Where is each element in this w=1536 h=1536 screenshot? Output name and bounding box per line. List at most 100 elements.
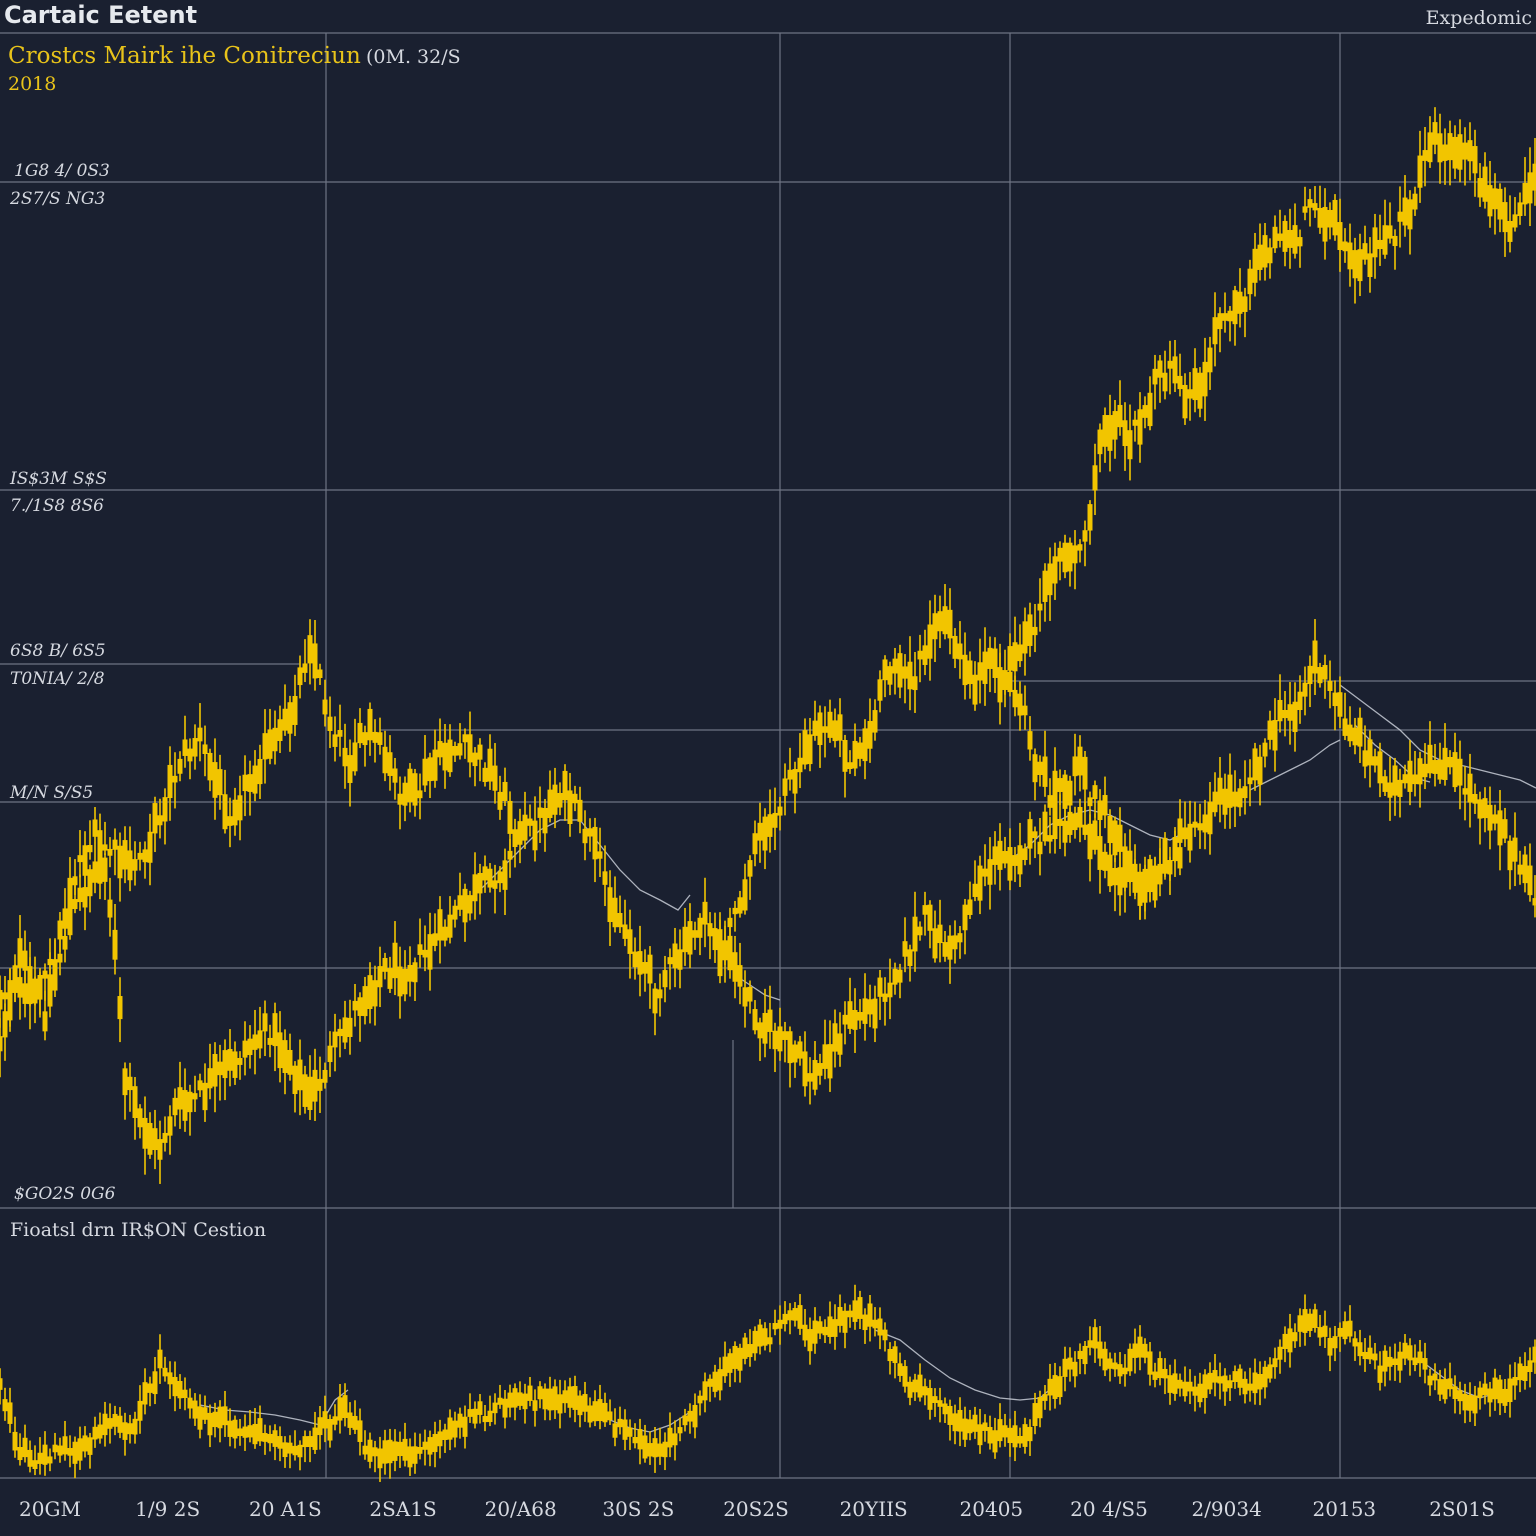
candle-body [1472, 793, 1478, 804]
candle-body [1322, 665, 1328, 680]
candle-body [467, 895, 473, 914]
candle-body [2, 1011, 8, 1038]
candle-body [1387, 1356, 1393, 1367]
candle-body [332, 1031, 338, 1048]
candle-body [1222, 313, 1228, 321]
candle-body [1137, 1336, 1143, 1358]
candle-body [327, 1419, 333, 1441]
candle-body [657, 989, 663, 999]
candle-body [77, 855, 83, 863]
candle-body [1167, 1375, 1173, 1393]
candle-body [1082, 824, 1088, 835]
candle-body [242, 1040, 248, 1058]
candle-body [102, 1413, 108, 1436]
candle-body [702, 1381, 708, 1401]
candle-body [1347, 724, 1353, 742]
candle-body [1532, 1346, 1536, 1363]
candle-body [797, 757, 803, 773]
candle-body [947, 935, 953, 960]
candle-body [957, 643, 963, 660]
candle-body [1467, 773, 1473, 803]
candle-body [102, 857, 108, 882]
candle-body [657, 1443, 663, 1457]
candle-body [82, 1435, 88, 1452]
candle-body [1137, 871, 1143, 904]
candle-body [1122, 1367, 1128, 1375]
candle-body [52, 963, 58, 976]
candle-body [997, 673, 1003, 703]
candle-body [1297, 1315, 1303, 1332]
candle-body [1107, 415, 1113, 451]
candle-body [1202, 1374, 1208, 1398]
candle-body [1307, 665, 1313, 685]
candle-body [952, 935, 958, 950]
candle-body [92, 819, 98, 837]
candle-body [432, 1433, 438, 1453]
candle-body [1202, 814, 1208, 833]
candle-body [272, 1013, 278, 1047]
candle-body [497, 791, 503, 810]
candle-body [822, 1044, 828, 1069]
candle-body [487, 748, 493, 782]
candle-body [1467, 140, 1473, 162]
candle-body [422, 1441, 428, 1450]
x-tick-label: 20 4/S5 [1070, 1497, 1148, 1521]
candle-body [87, 1437, 93, 1455]
candle-body [1257, 756, 1263, 785]
candle-body [342, 1395, 348, 1419]
candle-body [1262, 742, 1268, 757]
candle-body [992, 648, 998, 678]
candle-body [342, 1017, 348, 1043]
x-tick-label: 30S 2S [602, 1497, 674, 1521]
candle-body [1127, 850, 1133, 872]
candle-body [1207, 1372, 1213, 1390]
candle-body [67, 1448, 73, 1456]
candle-body [402, 968, 408, 995]
candle-body [1462, 788, 1468, 795]
candle-body [1407, 1345, 1413, 1361]
candle-body [1417, 155, 1423, 188]
candle-body [1437, 1379, 1443, 1395]
candle-body [937, 1400, 943, 1407]
candle-body [897, 653, 903, 688]
candle-body [497, 871, 503, 884]
candle-body [357, 722, 363, 744]
candle-body [1047, 563, 1053, 596]
x-tick-label: 20/A68 [485, 1497, 557, 1521]
candle-body [1177, 847, 1183, 869]
candle-body [1082, 756, 1088, 790]
candle-body [1287, 704, 1293, 721]
candle-body [387, 968, 393, 989]
candle-body [1327, 209, 1333, 228]
candle-body [1197, 823, 1203, 831]
candle-body [1332, 692, 1338, 707]
candle-body [832, 1319, 838, 1337]
candle-body [1072, 545, 1078, 564]
candle-body [1457, 134, 1463, 170]
candle-body [1212, 317, 1218, 345]
candle-body [762, 1012, 768, 1044]
candle-body [852, 1010, 858, 1030]
candle-body [87, 869, 93, 897]
candle-body [602, 871, 608, 885]
candle-body [362, 732, 368, 746]
candle-body [1082, 530, 1088, 542]
candle-body [1442, 144, 1448, 161]
candle-body [1407, 760, 1413, 792]
candle-body [1412, 193, 1418, 210]
candle-body [952, 1413, 958, 1432]
candle-body [37, 1452, 43, 1464]
candle-body [717, 1369, 723, 1391]
candle-body [732, 952, 738, 982]
candle-body [112, 929, 118, 960]
candle-body [407, 768, 413, 803]
candle-body [917, 926, 923, 936]
candle-body [507, 1392, 513, 1408]
candle-body [617, 1418, 623, 1428]
candle-body [312, 1427, 318, 1450]
candle-body [1102, 795, 1108, 816]
candle-body [1227, 774, 1233, 808]
candle-body [0, 1036, 3, 1052]
candle-body [292, 1445, 298, 1456]
candle-body [1047, 835, 1053, 842]
